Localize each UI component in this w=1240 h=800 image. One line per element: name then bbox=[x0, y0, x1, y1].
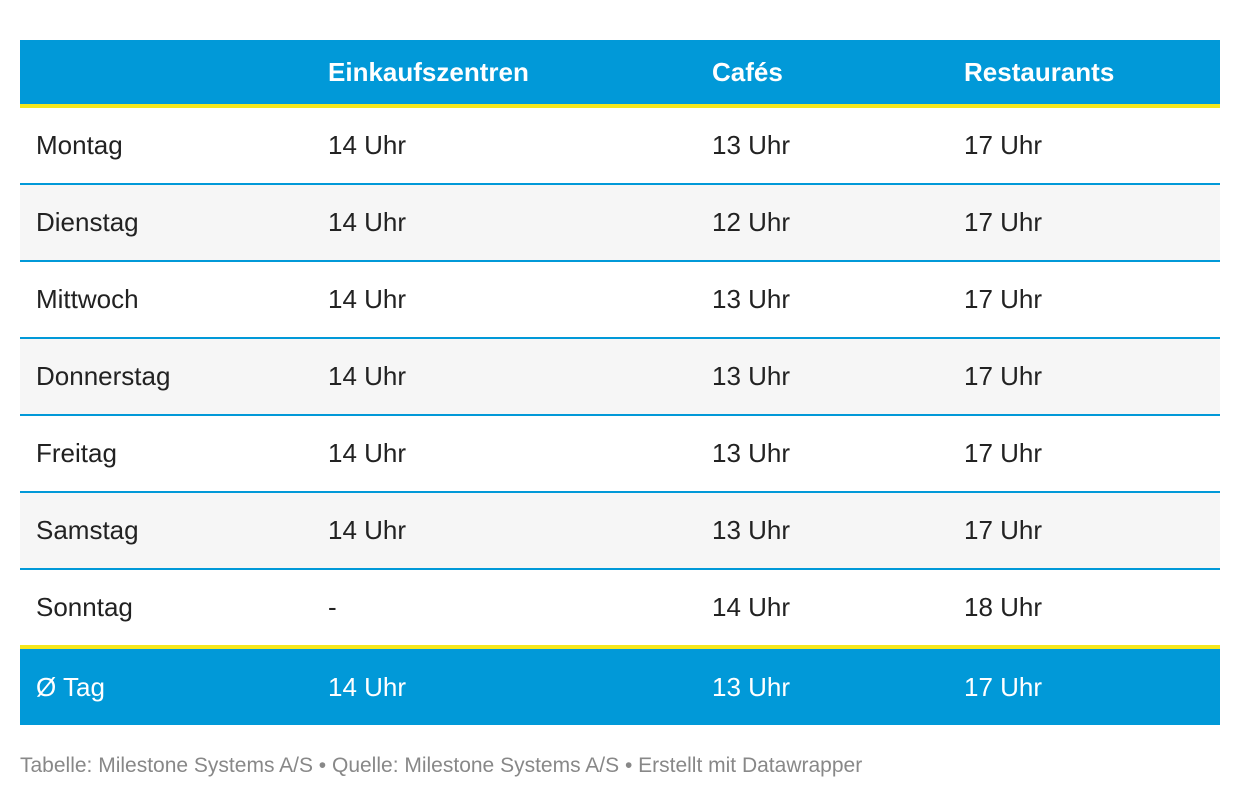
cell: 17 Uhr bbox=[964, 361, 1043, 391]
cell: Dienstag bbox=[36, 207, 139, 237]
table-row: Dienstag 14 Uhr 12 Uhr 17 Uhr bbox=[20, 185, 1220, 262]
cell: Sonntag bbox=[36, 592, 133, 622]
cell: Samstag bbox=[36, 515, 139, 545]
cell: 14 Uhr bbox=[328, 671, 407, 702]
cell: 13 Uhr bbox=[712, 515, 791, 545]
cell: - bbox=[328, 592, 337, 622]
cell: 13 Uhr bbox=[712, 671, 791, 702]
header-row: Einkaufszentren Cafés Restaurants bbox=[20, 40, 1220, 108]
table-row: Mittwoch 14 Uhr 13 Uhr 17 Uhr bbox=[20, 262, 1220, 339]
cell: Ø Tag bbox=[36, 671, 105, 702]
footer-note: Tabelle: Milestone Systems A/S • Quelle:… bbox=[20, 754, 863, 777]
cell: 17 Uhr bbox=[964, 130, 1043, 160]
cell: Cafés bbox=[712, 56, 783, 87]
cell: 14 Uhr bbox=[328, 515, 407, 545]
cell: 13 Uhr bbox=[712, 438, 791, 468]
cell: Freitag bbox=[36, 438, 117, 468]
table-row: Freitag 14 Uhr 13 Uhr 17 Uhr bbox=[20, 416, 1220, 493]
cell: Einkaufszentren bbox=[328, 56, 529, 87]
cell: Restaurants bbox=[964, 56, 1115, 87]
table-row: Donnerstag 14 Uhr 13 Uhr 17 Uhr bbox=[20, 339, 1220, 416]
cell: 14 Uhr bbox=[712, 592, 791, 622]
table: Einkaufszentren Cafés Restaurants Montag 14 … bbox=[20, 40, 1220, 725]
cell: 17 Uhr bbox=[964, 438, 1043, 468]
cell: Montag bbox=[36, 130, 123, 160]
cell: 13 Uhr bbox=[712, 361, 791, 391]
cell: Mittwoch bbox=[36, 284, 139, 314]
table-row: Samstag 14 Uhr 13 Uhr 17 Uhr bbox=[20, 493, 1220, 570]
cell: 12 Uhr bbox=[712, 207, 791, 237]
average-row: Ø Tag 14 Uhr 13 Uhr 17 Uhr bbox=[20, 645, 1220, 725]
cell: 13 Uhr bbox=[712, 130, 791, 160]
cell: 17 Uhr bbox=[964, 284, 1043, 314]
cell: Donnerstag bbox=[36, 361, 171, 391]
cell: 14 Uhr bbox=[328, 130, 407, 160]
cell: 18 Uhr bbox=[964, 592, 1043, 622]
cell: 14 Uhr bbox=[328, 284, 407, 314]
table-row: Sonntag - 14 Uhr 18 Uhr bbox=[20, 570, 1220, 645]
cell: 17 Uhr bbox=[964, 671, 1043, 702]
cell: 14 Uhr bbox=[328, 438, 407, 468]
cell: 13 Uhr bbox=[712, 284, 791, 314]
cell: 14 Uhr bbox=[328, 361, 407, 391]
cell: 17 Uhr bbox=[964, 207, 1043, 237]
cell: 17 Uhr bbox=[964, 515, 1043, 545]
cell: 14 Uhr bbox=[328, 207, 407, 237]
table-row: Montag 14 Uhr 13 Uhr 17 Uhr bbox=[20, 108, 1220, 185]
